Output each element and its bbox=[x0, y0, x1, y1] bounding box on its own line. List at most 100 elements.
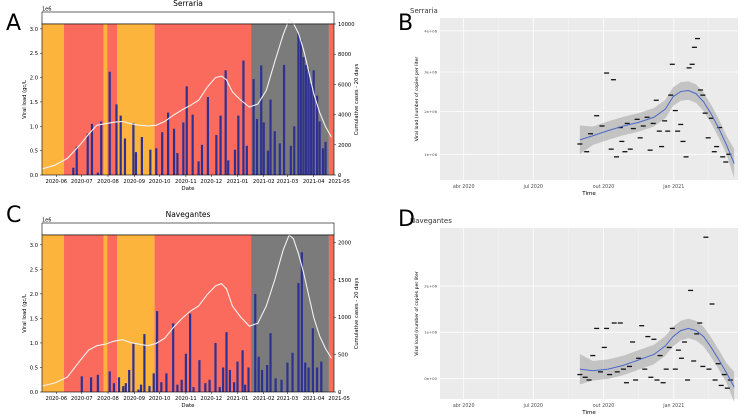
bar-13 bbox=[148, 386, 151, 392]
bar-0 bbox=[80, 376, 83, 392]
bar-late-7 bbox=[315, 95, 319, 175]
cumulative-cases-line bbox=[41, 18, 332, 170]
confidence-band bbox=[579, 318, 735, 403]
bar-late-5 bbox=[315, 367, 319, 392]
xtick-label-3: 2020-09 bbox=[123, 179, 145, 185]
bar-11 bbox=[139, 384, 143, 392]
xtick-label-1: 2020-07 bbox=[71, 179, 93, 185]
bar-27 bbox=[224, 70, 227, 175]
phase-band-6 bbox=[251, 235, 329, 392]
bar-17 bbox=[172, 128, 176, 175]
bar-0 bbox=[72, 167, 75, 175]
bar-late-1 bbox=[299, 39, 303, 175]
bar-38 bbox=[257, 356, 260, 392]
bar-late-3 bbox=[307, 367, 310, 392]
xtick-label-2: 2020-08 bbox=[97, 396, 119, 402]
chart-title: Navegantes bbox=[166, 210, 211, 219]
ytick-label-2: 1.0 bbox=[30, 341, 38, 347]
phase-band-7 bbox=[328, 235, 334, 392]
xtick-label-1: 2020-07 bbox=[71, 396, 93, 402]
y2tick-label-1: 500 bbox=[338, 353, 348, 359]
bar-41 bbox=[269, 333, 272, 392]
panel-letters: A B C D bbox=[6, 11, 415, 232]
y-axis-label: Viral load (number of copies per liter bbox=[414, 57, 420, 142]
y2-axis-label: Cumulative cases - 20 days bbox=[354, 63, 360, 135]
bar-17 bbox=[165, 373, 168, 392]
y2tick-label-5: 10000 bbox=[338, 22, 355, 28]
phase-band-4 bbox=[117, 235, 155, 392]
bar-22 bbox=[189, 313, 192, 392]
y2tick-label-2: 4000 bbox=[338, 113, 351, 119]
phase-band-2 bbox=[103, 235, 108, 392]
bar-20 bbox=[185, 86, 188, 175]
bar-24 bbox=[198, 360, 201, 392]
bar-29 bbox=[222, 367, 225, 392]
panel-d-navegantes: Navegantes abr 2020 jul 2020 out 2020 jan 20… bbox=[410, 217, 738, 416]
y2tick-label-1: 2000 bbox=[338, 143, 351, 149]
xtick-label-10: 2021-04 bbox=[303, 396, 325, 402]
y2tick-label-3: 1500 bbox=[338, 278, 351, 284]
xtick-label-6: 2020-12 bbox=[200, 179, 222, 185]
bar-late-0 bbox=[297, 283, 300, 392]
ytick-label-1: 1e+06 bbox=[424, 330, 437, 335]
ytick-label-6: 3.0 bbox=[30, 27, 38, 33]
xtick-label-6: 2020-12 bbox=[200, 396, 222, 402]
xtick-label-9: 2021-03 bbox=[277, 396, 299, 402]
bar-30 bbox=[225, 332, 228, 392]
ytick-label-0: 0.0 bbox=[30, 390, 38, 396]
xtick-label-4: 2020-10 bbox=[149, 179, 171, 185]
bar-3 bbox=[90, 123, 94, 175]
x-axis-label: Time bbox=[581, 191, 596, 197]
ytick-label-3: 4e+06 bbox=[424, 28, 437, 33]
bar-4 bbox=[112, 383, 116, 392]
y2tick-label-0: 0 bbox=[338, 390, 341, 396]
bar-late-2 bbox=[304, 362, 307, 392]
panel-letter-d: D bbox=[398, 207, 415, 232]
xtick-label-3: jan 2021 bbox=[662, 403, 684, 409]
bar-late-6 bbox=[320, 361, 323, 392]
chart-title: Serraria bbox=[410, 7, 438, 15]
y-axis-label: Viral load (gc/L bbox=[22, 80, 28, 119]
xtick-label-7: 2021-01 bbox=[227, 396, 249, 402]
bar-1 bbox=[75, 146, 78, 175]
ytick-label-1: 0.5 bbox=[30, 149, 38, 155]
bar-35 bbox=[260, 65, 263, 175]
title-strip bbox=[41, 11, 335, 25]
bar-15 bbox=[161, 132, 164, 175]
bar-13 bbox=[149, 149, 152, 175]
xtick-label-5: 2020-11 bbox=[175, 396, 197, 402]
ytick-label-1: 2e+06 bbox=[424, 109, 437, 114]
bar-25 bbox=[215, 135, 218, 175]
y2tick-label-4: 8000 bbox=[338, 52, 351, 58]
ytick-label-3: 1.5 bbox=[30, 100, 38, 106]
bar-18 bbox=[172, 323, 175, 392]
bar-18 bbox=[176, 153, 179, 175]
bar-44 bbox=[286, 362, 289, 392]
bar-19 bbox=[176, 384, 179, 392]
panel-a-serraria: Serraria 0.0 0.5 1.0 1.5 2.0 2.5 3.0 1e6 0 2000 400… bbox=[22, 0, 360, 192]
xtick-label-1: jul 2020 bbox=[522, 184, 542, 190]
bar-12 bbox=[143, 334, 146, 392]
phase-band-5 bbox=[154, 235, 252, 392]
x-axis-label: Date bbox=[181, 186, 195, 192]
bar-late-4 bbox=[311, 328, 314, 392]
bar-23 bbox=[192, 387, 195, 392]
xtick-label-0: abr 2020 bbox=[453, 403, 475, 409]
xtick-label-8: 2021-02 bbox=[253, 396, 275, 402]
bar-27 bbox=[214, 342, 217, 392]
bar-29 bbox=[233, 149, 237, 175]
xtick-label-3: 2020-09 bbox=[123, 396, 145, 402]
bar-14 bbox=[152, 373, 155, 392]
bar-31 bbox=[228, 369, 231, 392]
bar-37 bbox=[266, 150, 270, 175]
phase-band-4 bbox=[117, 24, 155, 175]
bar-7 bbox=[115, 104, 118, 175]
bar-21 bbox=[191, 114, 194, 175]
cumulative-cases-line bbox=[41, 234, 332, 387]
bar-42 bbox=[274, 378, 277, 392]
bar-5 bbox=[100, 121, 103, 175]
y2-axis-label: Cumulative cases - 20 days bbox=[354, 277, 360, 349]
bar-late-1 bbox=[300, 252, 303, 392]
xtick-label-11: 2021-05 bbox=[328, 179, 350, 185]
